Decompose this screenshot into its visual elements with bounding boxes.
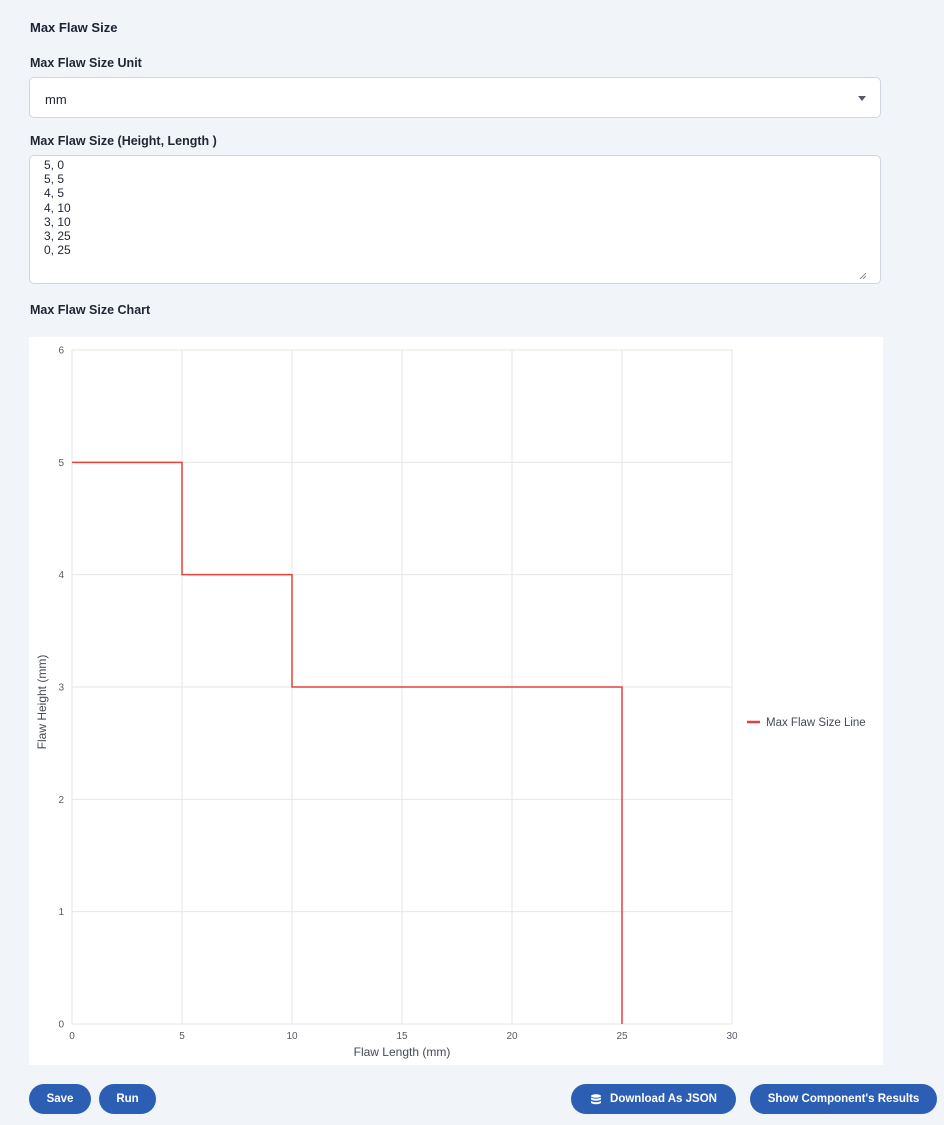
- y-tick-label: 3: [58, 683, 64, 694]
- unit-select-value: mm: [45, 92, 67, 107]
- chart-panel: 0 5 10 15 20 25 30 0 1 2 3 4 5 6 Flaw Length (mm) Flaw …: [29, 337, 883, 1065]
- chart-section-title: Max Flaw Size Chart: [30, 303, 151, 317]
- x-tick-label: 20: [506, 1031, 518, 1042]
- x-tick-label: 10: [286, 1031, 298, 1042]
- legend-label: Max Flaw Size Line: [766, 717, 866, 729]
- x-tick-label: 15: [396, 1031, 408, 1042]
- y-tick-label: 4: [58, 570, 64, 581]
- y-tick-label: 1: [58, 907, 64, 918]
- resize-handle-icon[interactable]: [859, 272, 866, 279]
- size-line: 3, 25: [44, 229, 71, 244]
- download-json-label: Download As JSON: [610, 1093, 717, 1105]
- unit-select[interactable]: mm: [29, 77, 881, 118]
- y-tick-label: 5: [58, 458, 64, 469]
- run-button-label: Run: [116, 1093, 139, 1105]
- show-results-label: Show Component's Results: [767, 1093, 920, 1105]
- flaw-size-chart: 0 5 10 15 20 25 30 0 1 2 3 4 5 6 Flaw Length (mm) Flaw …: [35, 346, 866, 1060]
- save-button[interactable]: Save: [29, 1084, 91, 1114]
- size-line: 3, 10: [44, 214, 71, 229]
- y-tick-label: 2: [58, 795, 64, 806]
- size-line: 5, 0: [44, 158, 65, 172]
- y-axis-label: Flaw Height (mm): [35, 655, 49, 750]
- show-results-button[interactable]: Show Component's Results: [750, 1084, 937, 1114]
- x-tick-label: 25: [616, 1031, 628, 1042]
- save-button-label: Save: [46, 1093, 74, 1105]
- y-tick-label: 6: [58, 346, 64, 357]
- size-line: 4, 5: [44, 186, 65, 201]
- y-tick-label: 0: [58, 1020, 64, 1031]
- size-textarea[interactable]: 5, 0 5, 5 4, 5 4, 10 3, 10 3, 25 0, 25: [29, 155, 881, 284]
- size-line: 4, 10: [44, 200, 71, 215]
- x-tick-label: 5: [179, 1031, 185, 1042]
- x-tick-label: 0: [69, 1031, 75, 1042]
- size-line: 0, 25: [44, 243, 71, 258]
- size-field-label: Max Flaw Size (Height, Length ): [30, 134, 217, 148]
- series-line: [72, 461, 623, 1024]
- x-tick-label: 30: [726, 1031, 738, 1042]
- database-icon: [591, 1093, 602, 1104]
- x-axis-label: Flaw Length (mm): [354, 1045, 451, 1059]
- run-button[interactable]: Run: [99, 1084, 156, 1114]
- size-line: 5, 5: [44, 172, 65, 187]
- unit-field-label: Max Flaw Size Unit: [30, 56, 142, 70]
- download-json-button[interactable]: Download As JSON: [571, 1084, 736, 1114]
- chevron-down-icon: [858, 96, 866, 101]
- section-title: Max Flaw Size: [30, 20, 118, 35]
